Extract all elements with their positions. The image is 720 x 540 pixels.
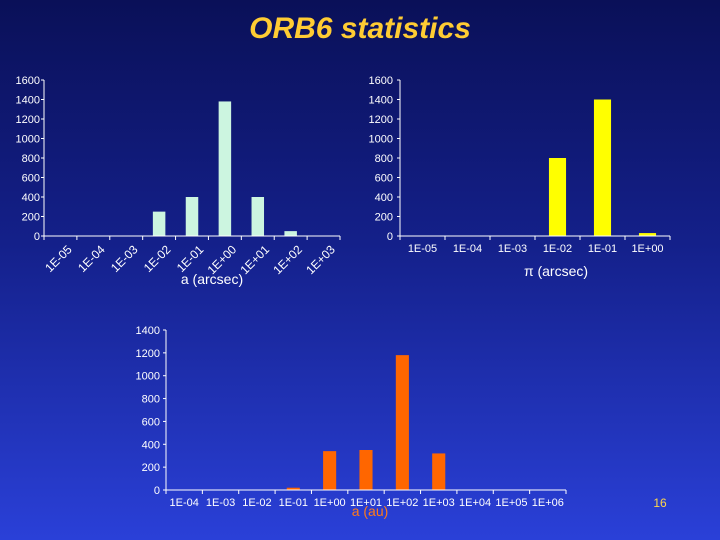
x-tick-label: 1E-04: [453, 243, 482, 255]
x-tick-label: 1E+01: [350, 497, 382, 509]
bar: [395, 355, 409, 490]
x-axis-title: a (au): [352, 503, 389, 519]
x-tick-label: 1E+06: [532, 497, 564, 509]
x-axis-title: a (arcsec): [181, 271, 243, 287]
bar: [359, 450, 373, 490]
bar: [593, 99, 612, 236]
bar: [218, 101, 232, 236]
y-tick-label: 600: [22, 173, 40, 185]
bar: [251, 197, 265, 236]
y-tick-label: 600: [142, 416, 160, 428]
bar: [286, 487, 300, 490]
x-tick-label: 1E-01: [588, 243, 617, 255]
y-tick-label: 200: [22, 212, 40, 224]
bar: [432, 453, 446, 490]
x-tick-label: 1E+02: [386, 497, 418, 509]
x-tick-label: 1E-03: [206, 497, 235, 509]
x-tick-label: 1E+03: [423, 497, 455, 509]
x-tick-label: 1E+00: [314, 497, 346, 509]
x-tick-label: 1E-05: [408, 243, 437, 255]
y-tick-label: 1600: [369, 75, 393, 87]
bar: [152, 211, 166, 236]
bar: [323, 451, 337, 490]
y-tick-label: 200: [375, 212, 393, 224]
y-tick-label: 800: [22, 153, 40, 165]
y-tick-label: 0: [34, 231, 40, 243]
y-tick-label: 0: [154, 485, 160, 497]
x-tick-label: 1E-01: [279, 497, 308, 509]
y-tick-label: 1400: [369, 95, 393, 107]
x-tick-label: 1E+00: [631, 243, 663, 255]
y-tick-label: 400: [142, 439, 160, 451]
y-tick-label: 800: [142, 394, 160, 406]
x-tick-label: 1E-02: [543, 243, 572, 255]
x-tick-label: 1E-02: [242, 497, 271, 509]
x-tick-label: 1E-04: [170, 497, 199, 509]
y-tick-label: 1400: [16, 95, 40, 107]
x-tick-label: 1E+04: [459, 497, 491, 509]
x-tick-label: 1E+05: [495, 497, 527, 509]
bar: [548, 158, 567, 236]
slide-number: 16: [653, 496, 667, 510]
y-tick-label: 1200: [369, 114, 393, 126]
y-tick-label: 1000: [136, 371, 160, 383]
x-axis-title: π (arcsec): [524, 263, 588, 279]
y-tick-label: 1200: [16, 114, 40, 126]
y-tick-label: 1400: [136, 325, 160, 337]
y-tick-label: 400: [22, 192, 40, 204]
y-tick-label: 1000: [369, 134, 393, 146]
y-tick-label: 1600: [16, 75, 40, 87]
bar: [185, 197, 199, 236]
slide-title: ORB6 statistics: [249, 12, 471, 45]
y-tick-label: 600: [375, 173, 393, 185]
bar: [284, 231, 297, 236]
bar: [638, 233, 657, 236]
y-tick-label: 0: [387, 231, 393, 243]
y-tick-label: 1000: [16, 134, 40, 146]
y-tick-label: 800: [375, 153, 393, 165]
y-tick-label: 200: [142, 462, 160, 474]
y-tick-label: 1200: [136, 348, 160, 360]
x-tick-label: 1E-03: [498, 243, 527, 255]
y-tick-label: 400: [375, 192, 393, 204]
